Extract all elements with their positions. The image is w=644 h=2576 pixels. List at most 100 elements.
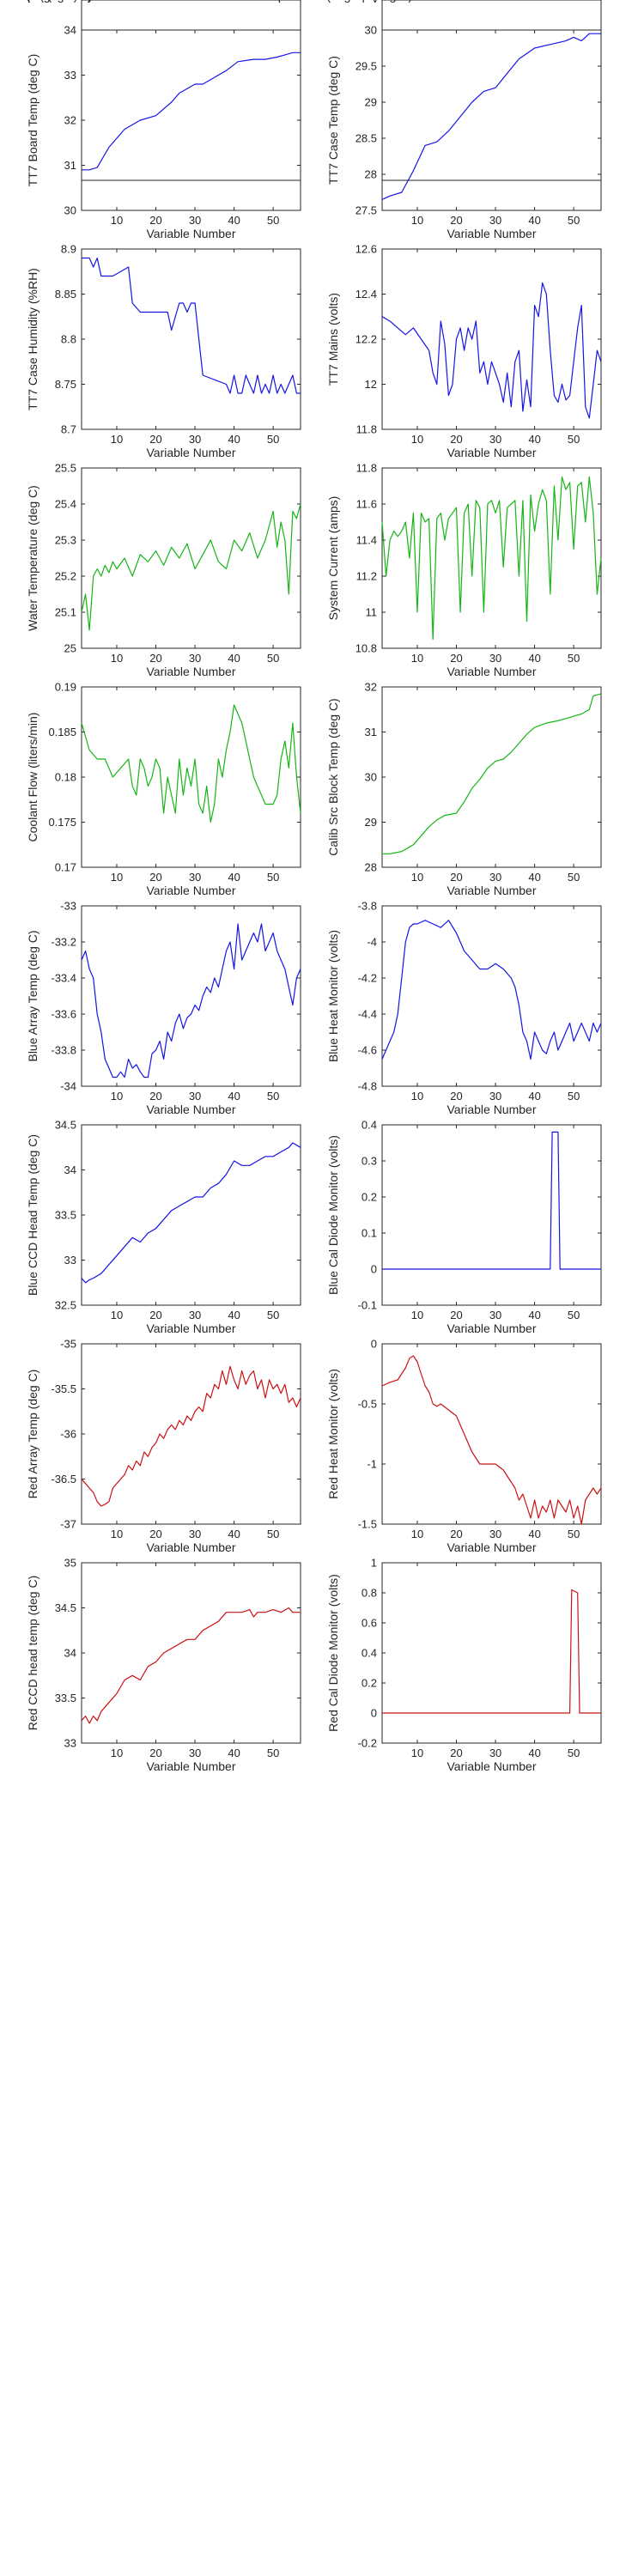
chart-panel: 10 20 30 40 50 30 31 32 33 34 Variable Number TT7 B… [26, 24, 301, 240]
x-tick-label: 30 [189, 1090, 201, 1103]
y-tick-label: 25.3 [55, 534, 76, 547]
x-axis-label: Variable Number [447, 1321, 536, 1335]
y-tick-label: 34 [64, 1647, 76, 1660]
x-tick-label: 10 [111, 652, 123, 665]
x-axis-label: Variable Number [146, 1103, 235, 1116]
x-tick-label: 50 [267, 871, 279, 884]
x-tick-label: 40 [528, 0, 540, 3]
y-tick-label: 0.4 [361, 1647, 377, 1660]
x-axis-label: Variable Number [146, 446, 235, 459]
x-tick-label: 30 [489, 1090, 501, 1103]
x-tick-label: 40 [528, 1309, 540, 1321]
x-tick-label: 20 [149, 1090, 161, 1103]
y-tick-label: 25.2 [55, 570, 76, 583]
x-axis-label: Variable Number [146, 1759, 235, 1773]
y-tick-label: -1.5 [358, 1518, 377, 1531]
plot-frame [381, 0, 602, 181]
x-tick-label: 40 [228, 1309, 240, 1321]
x-tick-label: 40 [528, 1747, 540, 1759]
y-tick-label: -37 [60, 1518, 76, 1531]
y-tick-label: 0.8 [361, 1587, 377, 1600]
y-tick-label: 33.5 [55, 1692, 76, 1704]
y-axis-label: TT7 Mains (volts) [326, 293, 340, 386]
x-tick-label: 40 [228, 0, 240, 3]
x-axis-label: Variable Number [447, 0, 536, 3]
y-tick-label: 12 [64, 0, 76, 3]
y-tick-label: -0.5 [358, 1398, 377, 1411]
x-tick-label: 50 [267, 1309, 279, 1321]
x-tick-label: 30 [189, 214, 201, 227]
y-tick-label: 11 [366, 606, 378, 619]
x-tick-label: 50 [267, 1747, 279, 1759]
x-tick-label: 10 [111, 214, 123, 227]
y-tick-label: 0 [371, 1263, 377, 1276]
y-tick-label: 30 [365, 771, 377, 784]
x-tick-label: 30 [489, 0, 501, 3]
series-line [381, 476, 602, 641]
x-tick-label: 20 [149, 0, 161, 3]
x-tick-label: 30 [489, 1309, 501, 1321]
series-line [82, 52, 301, 171]
y-tick-label: 11.8 [356, 462, 377, 475]
y-tick-label: 26.2 [355, 0, 377, 3]
x-tick-label: 40 [228, 652, 240, 665]
y-axis-label: X Tilt (degrees) [0, 0, 77, 3]
y-tick-label: 34.5 [55, 1601, 76, 1614]
x-axis-label: Variable Number [447, 1540, 536, 1554]
x-tick-label: 30 [189, 652, 201, 665]
x-tick-label: 30 [189, 1309, 201, 1321]
x-tick-label: 10 [411, 214, 423, 227]
x-axis-label: Variable Number [447, 665, 536, 678]
x-tick-label: 30 [189, 1747, 201, 1759]
y-tick-label: 25.5 [55, 462, 76, 475]
plot-frame [81, 1562, 301, 1744]
y-tick-label: 26.6 [355, 0, 377, 3]
x-tick-label: 50 [267, 0, 279, 3]
x-axis-label: Variable Number [146, 0, 235, 3]
y-tick-label: 8.75 [55, 378, 76, 391]
plot-frame [81, 0, 301, 181]
plot-frame [81, 0, 301, 181]
y-axis-label: MOS Depth (meters) [0, 0, 93, 3]
y-tick-label: 29 [365, 96, 377, 109]
plot-frame [381, 905, 602, 1087]
x-tick-label: 50 [267, 652, 279, 665]
chart-panel: 10 20 30 40 50 -1.5 -1 -0.5 0 Variable Number Red … [326, 1338, 602, 1554]
y-tick-label: 32 [365, 681, 377, 694]
x-tick-label: 10 [411, 1309, 423, 1321]
y-tick-label: 32.5 [55, 1299, 76, 1312]
x-axis-label: Variable Number [146, 1321, 235, 1335]
y-tick-label: -4.6 [358, 1044, 377, 1057]
y-tick-label: 25.4 [55, 498, 76, 511]
x-tick-label: 20 [450, 1747, 462, 1759]
y-tick-label: 11.5 [56, 0, 76, 3]
y-axis-label: TT7 Board Temp (deg C) [26, 54, 39, 187]
x-tick-label: 20 [149, 1528, 161, 1540]
y-tick-label: 0.3 [361, 1155, 377, 1168]
y-tick-label: 30 [64, 204, 76, 217]
x-tick-label: 50 [568, 871, 580, 884]
x-tick-label: 40 [228, 214, 240, 227]
chart-panel: 10 20 30 40 50 -0.2 0 0.2 0.4 0.6 0.8 1 Variable Num… [326, 1557, 602, 1773]
y-tick-label: 10.8 [355, 642, 377, 655]
x-tick-label: 50 [267, 214, 279, 227]
x-tick-label: 20 [149, 0, 161, 3]
y-tick-label: 0.2 [361, 1191, 377, 1204]
x-axis-label: Variable Number [447, 1759, 536, 1773]
x-tick-label: 40 [528, 871, 540, 884]
y-tick-label: 0.4 [361, 1119, 377, 1132]
x-tick-label: 30 [489, 652, 501, 665]
x-tick-label: 20 [450, 1090, 462, 1103]
y-tick-label: -0.2 [358, 1737, 377, 1750]
x-tick-label: 10 [111, 1309, 123, 1321]
series-line [382, 693, 602, 854]
y-tick-label: 8.9 [61, 243, 76, 256]
plot-frame [381, 1124, 602, 1306]
x-tick-label: 10 [411, 1747, 423, 1759]
x-tick-label: 20 [450, 214, 462, 227]
y-tick-label: 2 [70, 0, 76, 3]
y-axis-label: Coolant Flow (liters/min) [26, 713, 39, 842]
y-tick-label: 33.5 [55, 1209, 76, 1222]
